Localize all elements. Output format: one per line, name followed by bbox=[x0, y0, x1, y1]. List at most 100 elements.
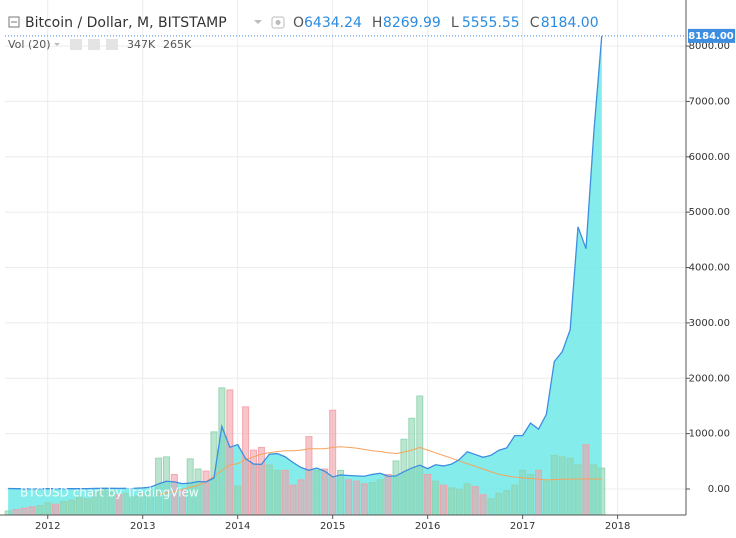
volume-bar bbox=[534, 469, 542, 516]
volume-bar bbox=[471, 486, 479, 516]
last-price-tag bbox=[688, 28, 735, 43]
volume-settings[interactable] bbox=[88, 39, 100, 50]
volume-bar bbox=[250, 449, 258, 516]
volume-bar bbox=[392, 460, 400, 516]
volume-bar bbox=[384, 473, 392, 516]
volume-bar bbox=[368, 482, 376, 516]
volume-bar bbox=[582, 444, 590, 516]
volume-bar bbox=[75, 496, 83, 516]
volume-bar bbox=[313, 469, 321, 516]
volume-bar bbox=[566, 457, 574, 516]
volume-bar bbox=[447, 487, 455, 516]
volume-bar bbox=[455, 488, 463, 516]
volume-eye[interactable] bbox=[70, 39, 82, 50]
volume-bar bbox=[503, 490, 511, 516]
y-tick-label: 8000.00 bbox=[689, 41, 730, 52]
volume-name: Vol (20) bbox=[8, 38, 51, 51]
volume-bar bbox=[416, 395, 424, 516]
volume-bar bbox=[234, 485, 242, 516]
plot-area bbox=[4, 35, 686, 516]
ohlc-value: 5555.55 bbox=[462, 15, 520, 31]
volume-bar bbox=[487, 498, 495, 516]
price-line bbox=[8, 35, 603, 490]
y-tick-label: 5000.00 bbox=[689, 207, 730, 218]
x-tick-label: 2017 bbox=[510, 521, 535, 532]
volume-bar bbox=[226, 389, 234, 516]
volume-bar bbox=[67, 499, 75, 516]
volume-bar bbox=[400, 438, 408, 516]
y-tick-label: 7000.00 bbox=[689, 96, 730, 107]
volume-bar bbox=[432, 480, 440, 516]
volume-bar bbox=[83, 498, 91, 516]
volume-menu[interactable] bbox=[54, 43, 60, 46]
volume-bar bbox=[44, 502, 52, 516]
volume-bar bbox=[202, 470, 210, 516]
volume-bar bbox=[36, 505, 44, 516]
volume-bar bbox=[329, 409, 337, 516]
ohlc-value: 8269.99 bbox=[383, 15, 441, 31]
volume-bar bbox=[360, 483, 368, 516]
volume-bar bbox=[281, 469, 289, 516]
ohlc-key: O bbox=[293, 15, 304, 31]
y-tick-label: 6000.00 bbox=[689, 152, 730, 163]
volume-bar bbox=[218, 387, 226, 516]
collapse-icon[interactable] bbox=[8, 16, 20, 28]
y-tick-label: 0.00 bbox=[708, 484, 730, 495]
x-tick-label: 2012 bbox=[35, 521, 60, 532]
y-tick-label: 1000.00 bbox=[689, 429, 730, 440]
chart-title: Bitcoin / Dollar, M, BITSTAMP bbox=[25, 15, 227, 31]
ohlc-value: 6434.24 bbox=[304, 15, 362, 31]
axes: 0.00 1000.00 2000.00 3000.00 4000.00 5000.00 6… bbox=[35, 28, 735, 532]
volume-bar bbox=[550, 455, 558, 516]
volume-bar bbox=[321, 468, 329, 516]
volume-bar bbox=[542, 480, 550, 516]
x-tick-label: 2016 bbox=[415, 521, 440, 532]
volume-bar bbox=[527, 473, 535, 516]
volume-bar bbox=[598, 467, 606, 516]
volume-bar bbox=[590, 464, 598, 516]
volume-bar bbox=[4, 510, 12, 516]
volume-close[interactable] bbox=[106, 39, 118, 50]
eye-icon-dot bbox=[275, 20, 281, 25]
volume-bar bbox=[60, 500, 68, 516]
volume-value: 347K bbox=[127, 38, 156, 51]
volume-bar bbox=[558, 456, 566, 516]
volume-bar bbox=[12, 509, 20, 516]
x-tick-label: 2015 bbox=[320, 521, 345, 532]
volume-ma-line bbox=[158, 446, 602, 496]
y-tick-label: 3000.00 bbox=[689, 318, 730, 329]
watermark: BTCUSD chart by TradingView bbox=[20, 486, 199, 500]
ohlc-key: H bbox=[372, 15, 383, 31]
volume-bar bbox=[273, 469, 281, 516]
volume-bar bbox=[257, 446, 265, 516]
volume-bar bbox=[337, 469, 345, 516]
volume-bar bbox=[479, 494, 487, 516]
volume-ma-value: 265K bbox=[163, 38, 192, 51]
y-tick-label: 2000.00 bbox=[689, 373, 730, 384]
x-tick-label: 2014 bbox=[225, 521, 250, 532]
volume-bar bbox=[440, 484, 448, 516]
x-tick-label: 2018 bbox=[605, 521, 630, 532]
last-price-label: 8184.00 bbox=[688, 31, 734, 42]
volume-bar bbox=[495, 492, 503, 516]
volume-bar bbox=[289, 484, 297, 516]
volume-bar bbox=[297, 479, 305, 516]
volume-bar bbox=[511, 484, 519, 516]
x-tick-label: 2013 bbox=[130, 521, 155, 532]
volume-bar bbox=[345, 479, 353, 516]
price-area bbox=[8, 35, 602, 515]
volume-bar bbox=[574, 464, 582, 516]
volume-bar bbox=[210, 431, 218, 516]
title-menu[interactable] bbox=[254, 20, 262, 24]
volume-bar bbox=[352, 480, 360, 516]
ohlc-legend: O 6434.24 H 8269.99 L 5555.55 C 8184.00 bbox=[293, 15, 599, 31]
ohlc-key: C bbox=[530, 15, 540, 31]
volume-bar bbox=[376, 479, 384, 516]
y-tick-label: 4000.00 bbox=[689, 263, 730, 274]
volume-bar bbox=[52, 503, 60, 516]
volume-bar bbox=[20, 507, 28, 516]
volume-bar bbox=[424, 473, 432, 516]
eye-icon[interactable] bbox=[271, 16, 285, 29]
